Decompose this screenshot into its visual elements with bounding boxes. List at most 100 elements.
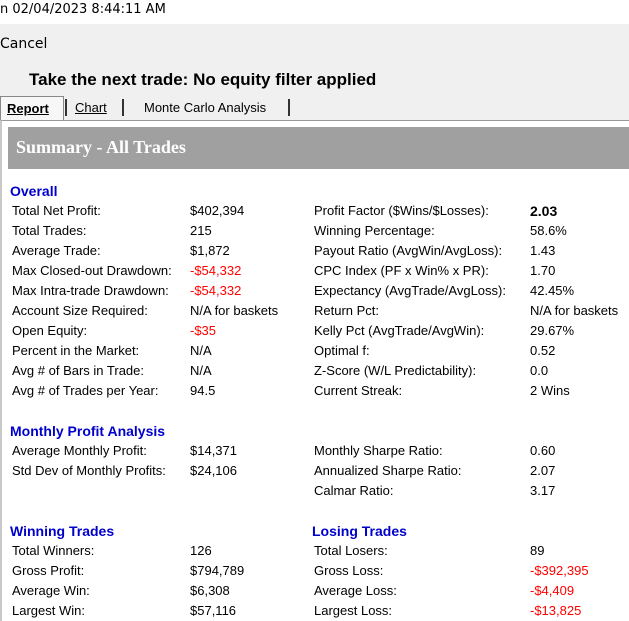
stat-label: Average Monthly Profit: <box>12 443 147 458</box>
stat-label: Total Winners: <box>12 543 95 558</box>
stat-label: Average Win: <box>12 583 90 598</box>
stat-label: Avg # of Trades per Year: <box>12 383 159 398</box>
stat-value: 1.70 <box>530 263 556 278</box>
stat-row: Account Size Required: N/A for baskets <box>12 303 302 323</box>
stat-value: 1.43 <box>530 243 556 258</box>
stat-value: N/A for baskets <box>190 303 279 318</box>
stat-value: 89 <box>530 543 545 558</box>
stat-label: Max Closed-out Drawdown: <box>12 263 172 278</box>
stat-row: Max Closed-out Drawdown: -$54,332 <box>12 263 302 283</box>
stat-label: Annualized Sharpe Ratio: <box>314 463 462 478</box>
stat-value: -$4,409 <box>530 583 575 598</box>
stat-label: Profit Factor ($Wins/$Losses): <box>314 203 489 218</box>
tab-report[interactable]: Report <box>0 96 64 120</box>
stat-label: Gross Loss: <box>314 563 384 578</box>
stat-label: Payout Ratio (AvgWin/AvgLoss): <box>314 243 503 258</box>
stat-label: Std Dev of Monthly Profits: <box>12 463 166 478</box>
stat-label: Current Streak: <box>314 383 403 398</box>
tab-separator <box>288 99 290 116</box>
stat-value: 3.17 <box>530 483 556 498</box>
stat-label: Largest Win: <box>12 603 85 618</box>
stat-row: Largest Win: $57,116 <box>12 603 302 621</box>
stat-row: Monthly Sharpe Ratio: 0.60 <box>314 443 629 463</box>
section-monthly-title: Monthly Profit Analysis <box>10 423 166 439</box>
summary-title: Summary - All Trades <box>16 137 186 157</box>
section-losing-title: Losing Trades <box>312 523 407 539</box>
stat-value: 94.5 <box>190 383 216 398</box>
report-panel: Summary - All Trades Overall Total Net P… <box>0 120 629 621</box>
stat-value: N/A for baskets <box>530 303 619 318</box>
stat-label: Max Intra-trade Drawdown: <box>12 283 169 298</box>
stat-label: Total Net Profit: <box>12 203 101 218</box>
stat-value: 29.67% <box>530 323 575 338</box>
stat-row: Avg # of Bars in Trade: N/A <box>12 363 302 383</box>
stat-row: Total Trades: 215 <box>12 223 302 243</box>
section-winning-title: Winning Trades <box>10 523 115 539</box>
stat-label: Monthly Sharpe Ratio: <box>314 443 443 458</box>
stat-row: Open Equity: -$35 <box>12 323 302 343</box>
page-title: Take the next trade: No equity filter ap… <box>29 70 377 89</box>
stat-row: Total Winners: 126 <box>12 543 302 563</box>
stat-row: Std Dev of Monthly Profits: $24,106 <box>12 463 302 483</box>
stat-value: 126 <box>190 543 212 558</box>
stat-row: Gross Profit: $794,789 <box>12 563 302 583</box>
stat-value: 42.45% <box>530 283 575 298</box>
stat-value: $57,116 <box>190 603 237 618</box>
stat-label: Average Loss: <box>314 583 397 598</box>
tab-chart[interactable]: Chart <box>68 96 124 120</box>
stat-row: Annualized Sharpe Ratio: 2.07 <box>314 463 629 483</box>
stat-label: Average Trade: <box>12 243 101 258</box>
stat-value: N/A <box>190 363 212 378</box>
stat-row: Percent in the Market: N/A <box>12 343 302 363</box>
stat-row: Avg # of Trades per Year: 94.5 <box>12 383 302 403</box>
stat-row: Z-Score (W/L Predictability): 0.0 <box>314 363 629 383</box>
section-overall-title: Overall <box>10 183 58 199</box>
stat-label: Return Pct: <box>314 303 380 318</box>
stat-value: -$13,825 <box>530 603 582 618</box>
stat-value: 2.07 <box>530 463 556 478</box>
stat-row: Payout Ratio (AvgWin/AvgLoss): 1.43 <box>314 243 629 263</box>
stat-row: Gross Loss: -$392,395 <box>314 563 629 583</box>
stat-label: Winning Percentage: <box>314 223 435 238</box>
stat-label: Expectancy (AvgTrade/AvgLoss): <box>314 283 506 298</box>
tab-separator <box>122 99 124 116</box>
stat-row: Largest Loss: -$13,825 <box>314 603 629 621</box>
stat-row: Optimal f: 0.52 <box>314 343 629 363</box>
stat-label: CPC Index (PF x Win% x PR): <box>314 263 489 278</box>
window-title: n 02/04/2023 8:44:11 AM <box>0 2 166 17</box>
stat-row: Average Loss: -$4,409 <box>314 583 629 603</box>
tab-strip: Report Chart Monte Carlo Analysis <box>0 96 629 120</box>
report-window: Take the next trade: No equity filter ap… <box>0 64 629 621</box>
stat-value: $6,308 <box>190 583 230 598</box>
stat-value: -$54,332 <box>190 263 242 278</box>
stat-row: Expectancy (AvgTrade/AvgLoss): 42.45% <box>314 283 629 303</box>
stat-row: Total Losers: 89 <box>314 543 629 563</box>
stat-value: 215 <box>190 223 212 238</box>
stat-label: Open Equity: <box>12 323 88 338</box>
stat-label: Total Losers: <box>314 543 388 558</box>
stat-value: $794,789 <box>190 563 245 578</box>
stat-row: Kelly Pct (AvgTrade/AvgWin): 29.67% <box>314 323 629 343</box>
stat-row: CPC Index (PF x Win% x PR): 1.70 <box>314 263 629 283</box>
menu-bar: Cancel <box>0 24 629 64</box>
stat-value: $402,394 <box>190 203 245 218</box>
stat-value: 58.6% <box>530 223 567 238</box>
stat-value: 2 Wins <box>530 383 570 398</box>
stat-label: Avg # of Bars in Trade: <box>12 363 144 378</box>
stat-row: Calmar Ratio: 3.17 <box>314 483 629 503</box>
stat-label: Largest Loss: <box>314 603 393 618</box>
stat-row: Total Net Profit: $402,394 <box>12 203 302 223</box>
stat-label: Calmar Ratio: <box>314 483 394 498</box>
tab-monte-carlo[interactable]: Monte Carlo Analysis <box>144 100 267 115</box>
tab-separator <box>65 99 67 116</box>
cancel-button[interactable]: Cancel <box>0 36 48 52</box>
stat-label: Z-Score (W/L Predictability): <box>314 363 477 378</box>
summary-header: Summary - All Trades <box>8 127 629 169</box>
stat-value: $24,106 <box>190 463 237 478</box>
stat-value: 0.0 <box>530 363 549 378</box>
stat-row: Current Streak: 2 Wins <box>314 383 629 403</box>
stat-value: 0.52 <box>530 343 556 358</box>
title-bar: n 02/04/2023 8:44:11 AM <box>0 0 629 22</box>
stat-row: Winning Percentage: 58.6% <box>314 223 629 243</box>
stat-label: Total Trades: <box>12 223 87 238</box>
